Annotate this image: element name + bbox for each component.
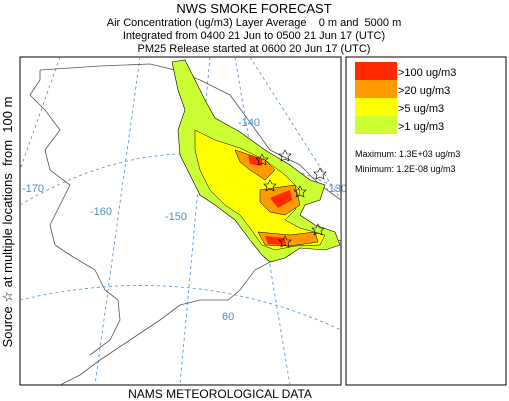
grid-line [20, 57, 61, 171]
legend-label: >1 ug/m3 [398, 121, 444, 133]
legend-swatch [355, 62, 397, 80]
grid-line [94, 57, 141, 385]
title: NWS SMOKE FORECAST [176, 1, 331, 16]
legend-max: Maximum: 1.3E+03 ug/m3 [355, 149, 460, 159]
legend-label: >100 ug/m3 [398, 67, 456, 79]
legend-swatch [355, 98, 397, 116]
grid-line [249, 57, 341, 201]
source-markers [255, 149, 327, 248]
map: -170 -160 -150 -140 -130 60 [19, 56, 347, 386]
legend-swatch [355, 116, 397, 134]
subtitle: Integrated from 0400 21 Jun to 0500 21 J… [123, 30, 385, 42]
side-label: Source ☆ at multiple locations from 100 … [0, 97, 15, 348]
grid-label: -150 [165, 211, 187, 223]
grid-label: -130 [325, 183, 347, 195]
subtitle: Air Concentration (ug/m3) Layer Average … [107, 17, 402, 29]
grid-label: -170 [22, 183, 44, 195]
grid-label: -140 [238, 117, 260, 129]
grid-label: -160 [90, 206, 112, 218]
smoke-plume [248, 155, 292, 245]
legend-label: >20 ug/m3 [398, 85, 450, 97]
subtitle: PM25 Release started at 0600 20 Jun 17 (… [138, 43, 371, 55]
legend: Maximum: 1.3E+03 ug/m3 Minimum: 1.2E-08 … [345, 56, 507, 386]
legend-min: Minimum: 1.2E-08 ug/m3 [355, 164, 456, 174]
grid-label: 60 [222, 311, 234, 323]
legend-label: >5 ug/m3 [398, 103, 444, 115]
grid-line [234, 57, 291, 385]
footer: NAMS METEOROLOGICAL DATA [128, 387, 312, 401]
legend-swatch [355, 80, 397, 98]
